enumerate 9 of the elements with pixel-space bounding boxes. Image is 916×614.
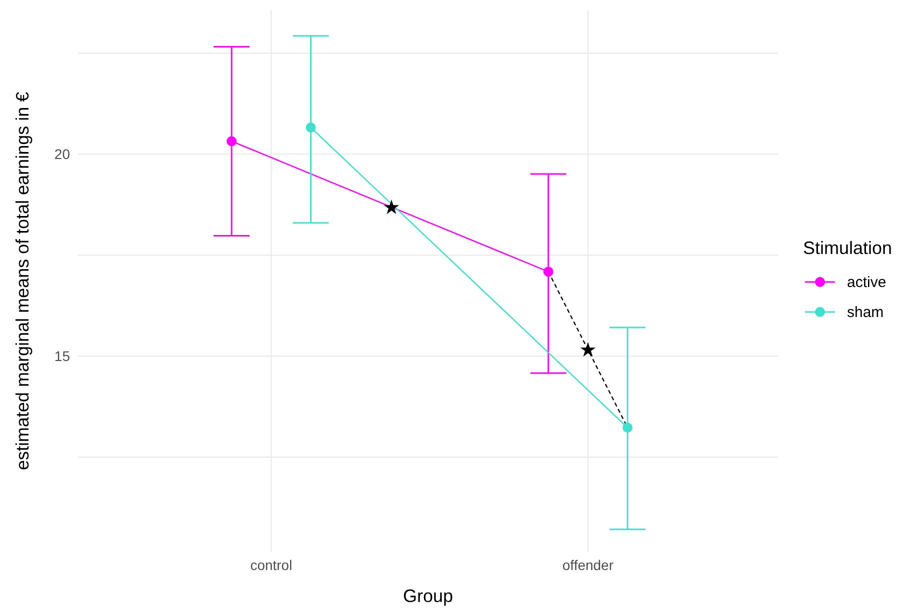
legend-label: active xyxy=(847,274,886,290)
y-tick-label: 15 xyxy=(54,348,70,364)
x-axis-title: Group xyxy=(402,586,454,606)
x-tick-label: control xyxy=(250,556,292,573)
legend-title: Stimulation xyxy=(803,238,892,259)
y-axis-title: estimated marginal means of total earnings in € xyxy=(12,92,32,470)
legend-label: sham xyxy=(847,304,884,320)
y-tick-label: 20 xyxy=(54,146,70,162)
x-tick-label: offender xyxy=(562,556,614,573)
